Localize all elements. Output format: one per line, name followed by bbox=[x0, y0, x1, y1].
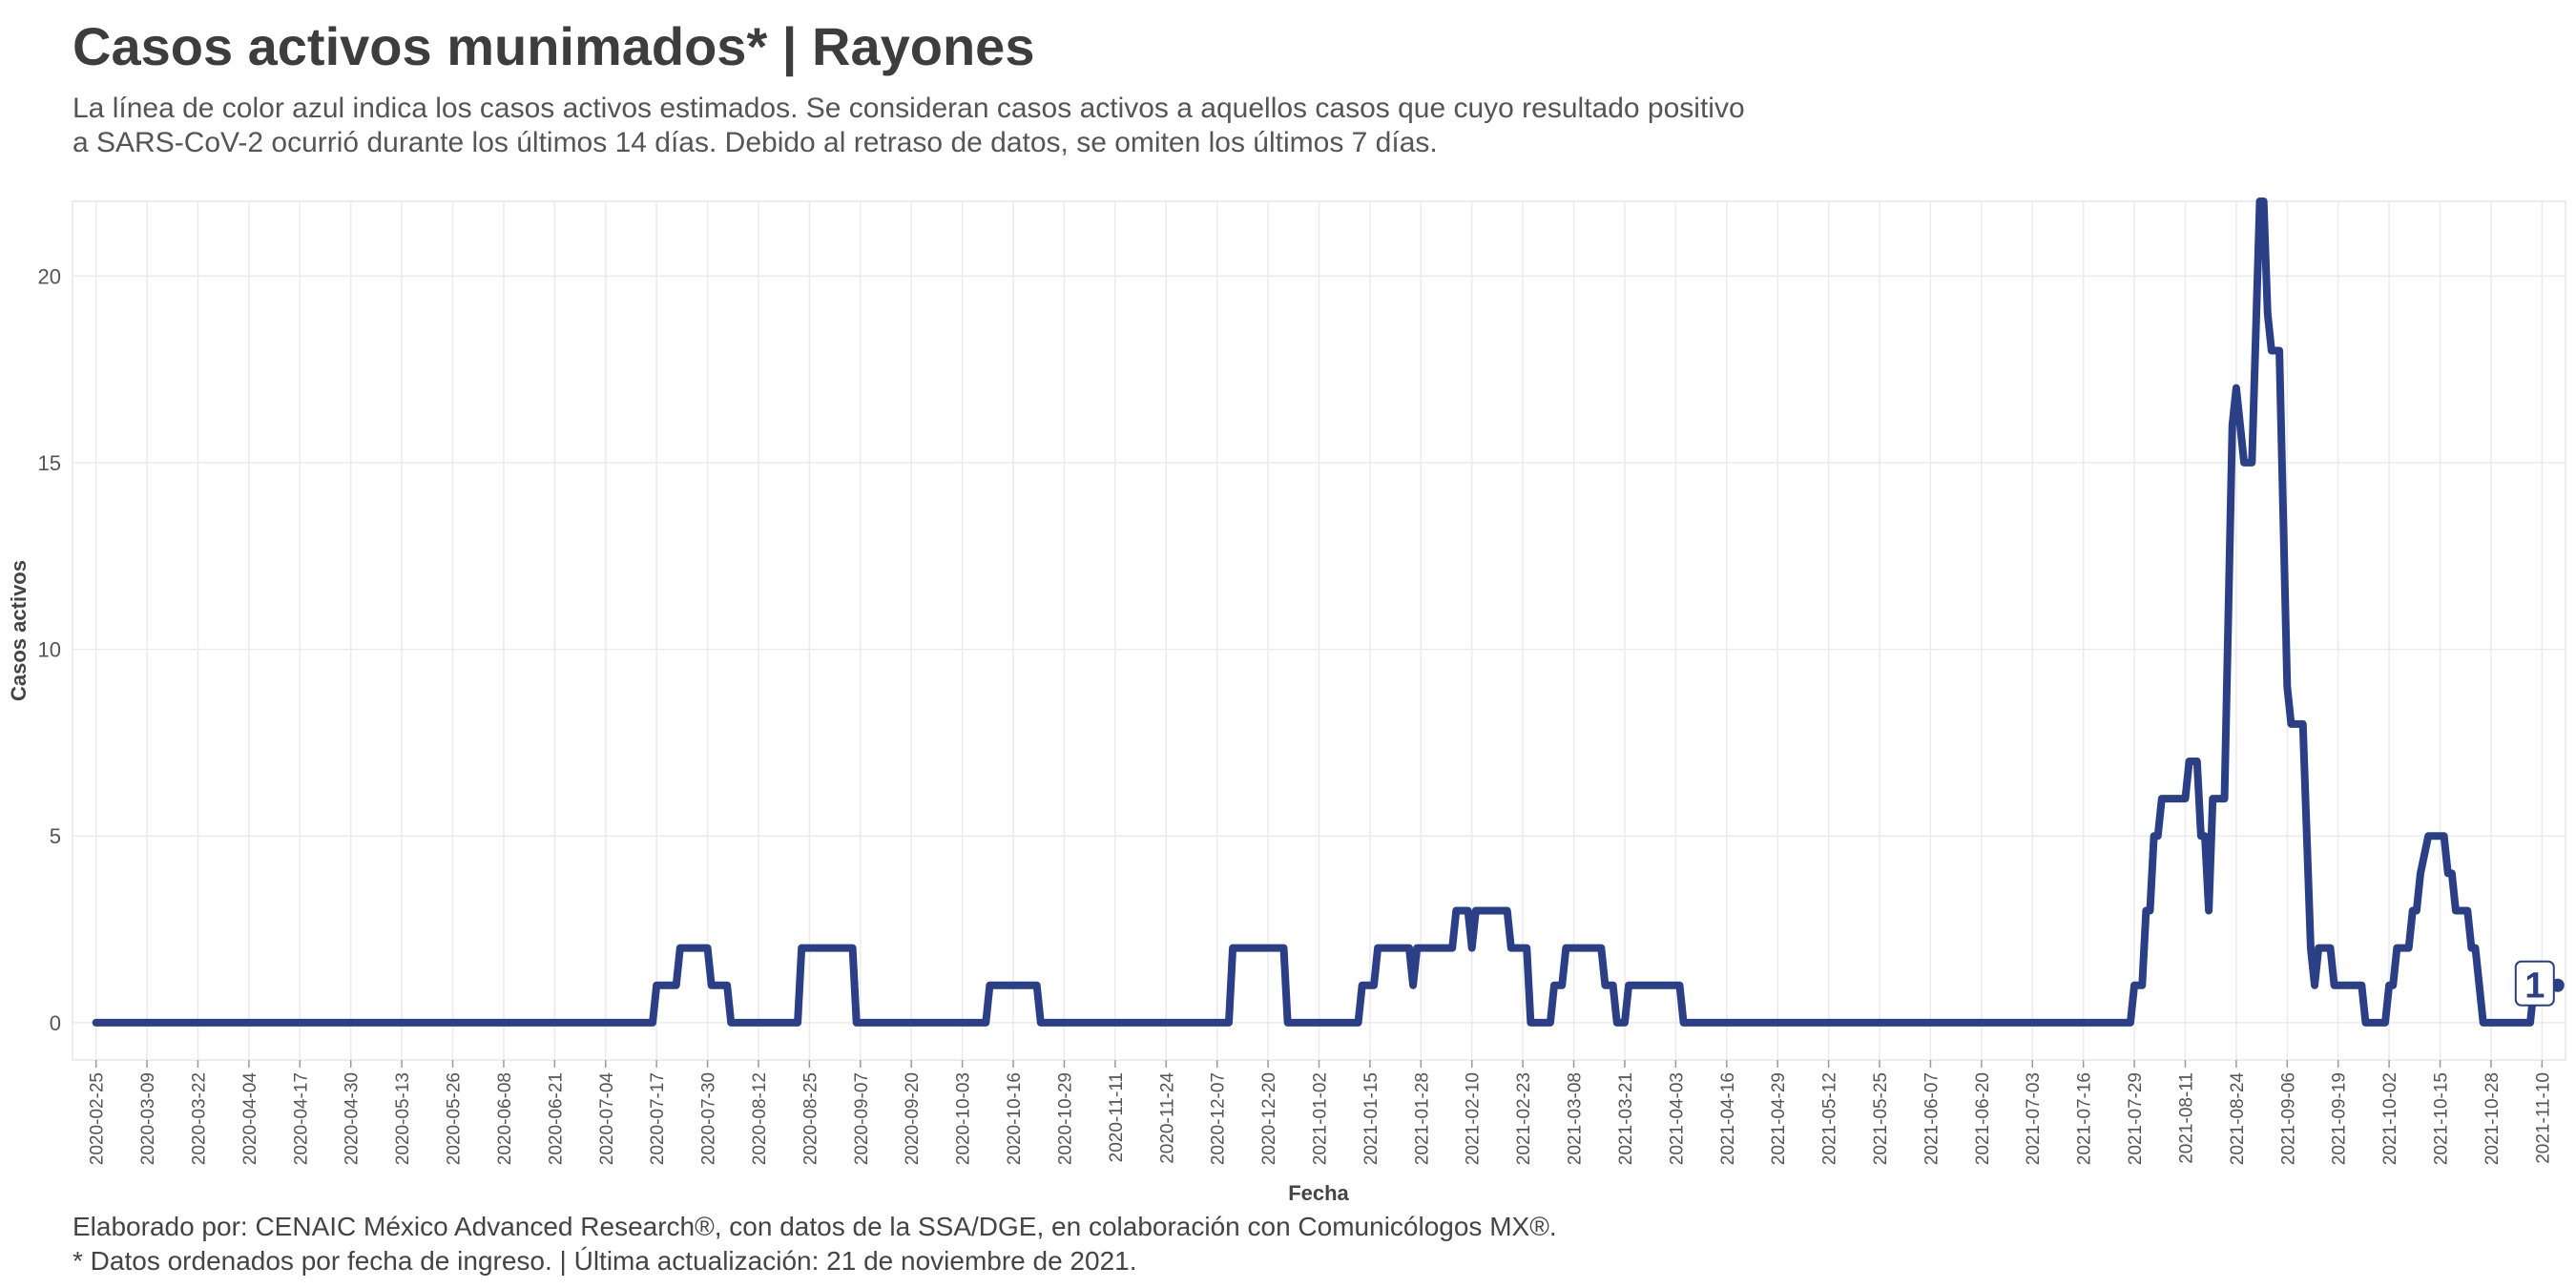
y-axis-ticks: 0 5 10 15 20 bbox=[38, 264, 61, 1035]
x-tick-label: 2021-04-29 bbox=[1769, 1072, 1789, 1165]
x-tick-label: 2021-05-12 bbox=[1820, 1072, 1840, 1165]
x-tick-label: 2020-03-22 bbox=[189, 1072, 209, 1165]
y-tick-label: 10 bbox=[38, 638, 61, 662]
x-tick-label: 2021-07-03 bbox=[2024, 1072, 2044, 1165]
x-tick-label: 2021-01-28 bbox=[1412, 1072, 1432, 1165]
x-tick-label: 2020-09-20 bbox=[903, 1072, 923, 1165]
x-tick-label: 2020-06-08 bbox=[495, 1072, 515, 1165]
x-tick-label: 2020-04-17 bbox=[291, 1072, 311, 1165]
y-tick-label: 20 bbox=[38, 264, 61, 288]
x-gridlines bbox=[94, 201, 2544, 1060]
x-tick-label: 2020-11-24 bbox=[1157, 1072, 1177, 1164]
x-tick-label: 2021-04-03 bbox=[1667, 1072, 1687, 1165]
caption-line-1: Elaborado por: CENAIC México Advanced Re… bbox=[73, 1212, 1557, 1241]
x-tick-label: 2020-07-30 bbox=[699, 1072, 719, 1165]
x-tick-label: 2021-01-15 bbox=[1361, 1072, 1381, 1165]
x-tick-label: 2021-01-02 bbox=[1311, 1072, 1331, 1165]
x-tick-label: 2020-03-09 bbox=[138, 1072, 158, 1165]
x-tick-label: 2020-09-07 bbox=[852, 1072, 872, 1165]
x-tick-label: 2020-11-11 bbox=[1107, 1072, 1127, 1162]
x-tick-label: 2021-10-02 bbox=[2380, 1072, 2400, 1165]
x-tick-label: 2021-04-16 bbox=[1718, 1072, 1738, 1165]
x-tick-label: 2020-04-04 bbox=[240, 1072, 260, 1166]
subtitle-line-1: La línea de color azul indica los casos … bbox=[73, 93, 1745, 124]
x-tick-label: 2021-09-19 bbox=[2330, 1072, 2350, 1165]
x-tick-label: 2021-11-10 bbox=[2533, 1072, 2553, 1164]
x-tick-label: 2020-10-16 bbox=[1005, 1072, 1025, 1165]
x-tick-label: 2021-09-06 bbox=[2278, 1072, 2298, 1165]
x-tick-label: 2021-02-23 bbox=[1514, 1072, 1534, 1165]
end-label-box bbox=[2514, 960, 2555, 1007]
chart-subtitle: La línea de color azul indica los casos … bbox=[73, 92, 1885, 160]
x-tick-label: 2021-10-28 bbox=[2483, 1072, 2503, 1165]
x-tick-label: 2020-12-07 bbox=[1209, 1072, 1229, 1165]
series-line bbox=[92, 197, 2562, 1027]
end-label: 1 bbox=[2524, 966, 2545, 1007]
x-tick-label: 2021-02-10 bbox=[1464, 1072, 1484, 1165]
x-tick-label: 2020-12-20 bbox=[1259, 1072, 1279, 1165]
caption-line-2: * Datos ordenados por fecha de ingreso. … bbox=[73, 1246, 1137, 1276]
chart-caption: Elaborado por: CENAIC México Advanced Re… bbox=[73, 1210, 1557, 1278]
subtitle-line-2: a SARS-CoV-2 ocurrió durante los últimos… bbox=[73, 127, 1438, 158]
x-tick-label: 2021-08-24 bbox=[2228, 1072, 2248, 1166]
end-label-group: 1 bbox=[2514, 960, 2565, 1007]
x-tick-label: 2020-05-26 bbox=[445, 1072, 465, 1165]
chart-title: Casos activos munimados* | Rayones bbox=[73, 16, 1035, 76]
x-tick-label: 2020-02-25 bbox=[88, 1072, 108, 1165]
y-axis-title: Casos activos bbox=[7, 560, 31, 701]
x-tick-label: 2020-10-03 bbox=[954, 1072, 974, 1165]
x-tick-label: 2021-07-16 bbox=[2075, 1072, 2095, 1165]
x-tick-label: 2020-05-13 bbox=[393, 1072, 413, 1165]
x-tick-label: 2020-07-17 bbox=[648, 1072, 668, 1165]
y-tick-label: 5 bbox=[50, 824, 61, 848]
x-tick-label: 2021-03-08 bbox=[1566, 1072, 1586, 1165]
x-tick-label: 2021-03-21 bbox=[1616, 1072, 1636, 1165]
x-tick-label: 2021-10-15 bbox=[2432, 1072, 2452, 1165]
y-tick-label: 0 bbox=[50, 1011, 61, 1035]
x-tick-label: 2021-06-20 bbox=[1973, 1072, 1993, 1165]
x-tick-label: 2021-08-11 bbox=[2176, 1072, 2196, 1164]
x-axis-ticks: 2020-02-25 2020-03-09 2020-03-22 2020-04-04… bbox=[88, 1060, 2553, 1166]
x-tick-label: 2021-07-29 bbox=[2126, 1072, 2146, 1165]
x-tick-label: 2021-05-25 bbox=[1871, 1072, 1891, 1165]
x-tick-label: 2021-06-07 bbox=[1922, 1072, 1942, 1165]
series-group bbox=[92, 197, 2562, 1027]
x-tick-label: 2020-10-29 bbox=[1055, 1072, 1075, 1165]
x-tick-label: 2020-08-25 bbox=[800, 1072, 821, 1165]
x-tick-label: 2020-08-12 bbox=[750, 1072, 770, 1165]
y-tick-label: 15 bbox=[38, 451, 61, 475]
x-tick-label: 2020-06-21 bbox=[546, 1072, 566, 1165]
x-axis-title: Fecha bbox=[1288, 1181, 1349, 1205]
x-tick-label: 2020-07-04 bbox=[597, 1072, 617, 1166]
x-tick-label: 2020-04-30 bbox=[343, 1072, 363, 1165]
